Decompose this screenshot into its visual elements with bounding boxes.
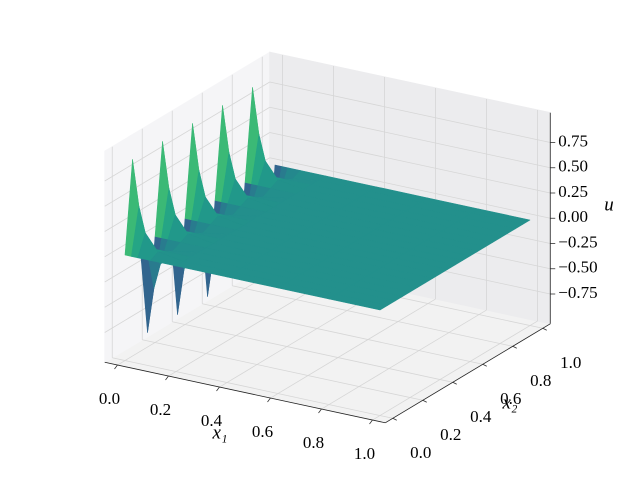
grid-line (269, 132, 551, 194)
z-tick-label: 0.50 (558, 157, 588, 176)
y-tick-label: 1.0 (560, 353, 581, 372)
z-tick-label: −0.50 (558, 258, 597, 277)
y-tick-label: 0.8 (530, 371, 551, 390)
x-tick-label: 0.6 (252, 422, 273, 441)
z-tick-label: 0.75 (558, 131, 588, 150)
axes: 0.0 0.2 0.4 0.6 0.8 1.0 0.0 0.2 0.4 0.6 0.8 1.0 −0.7… (99, 112, 598, 463)
tick-mark (512, 345, 517, 349)
z-tick-label: 0.00 (558, 207, 588, 226)
grid-line (232, 285, 513, 347)
z-tick-label: −0.75 (558, 283, 597, 302)
tick-mark (542, 327, 547, 331)
tick-mark (267, 397, 271, 403)
tick-mark (422, 399, 427, 403)
x-axis-label: x₁ (211, 422, 227, 443)
x-tick-label: 0.0 (99, 389, 120, 408)
tick-mark (482, 363, 487, 367)
grid-line (202, 303, 483, 365)
z-tick-label: −0.25 (558, 232, 597, 251)
x-tick-label: 0.8 (303, 433, 324, 452)
grid-line (321, 309, 487, 410)
tick-mark (369, 419, 373, 425)
grid-line (172, 321, 453, 383)
tick-mark (392, 417, 397, 421)
tick-mark (318, 408, 322, 414)
tick-mark (114, 364, 118, 370)
x-axis-line (104, 361, 386, 424)
tick-mark (216, 386, 220, 392)
surface-patch (328, 294, 388, 311)
grid-line (270, 298, 436, 399)
z-axis-label: u (604, 194, 614, 215)
grid-line (372, 320, 538, 421)
grid-line (269, 157, 551, 219)
y-tick-label: 0.2 (440, 425, 461, 444)
surface (124, 87, 531, 333)
tick-mark (165, 375, 169, 381)
grid-line (112, 357, 393, 419)
y-tick-label: 0.0 (410, 443, 431, 462)
grid-line (142, 339, 423, 401)
y-axis-label: x₂ (501, 392, 517, 413)
grid-line (269, 106, 551, 169)
x-tick-label: 1.0 (354, 444, 375, 463)
tick-mark (452, 381, 457, 385)
x-tick-label: 0.4 (201, 411, 223, 430)
y-axis-line (385, 323, 551, 424)
z-tick-label: 0.25 (558, 182, 588, 201)
y-tick-label: 0.6 (500, 389, 521, 408)
y-tick-label: 0.4 (470, 407, 492, 426)
grid-line (269, 81, 551, 143)
x-tick-label: 0.2 (150, 400, 171, 419)
